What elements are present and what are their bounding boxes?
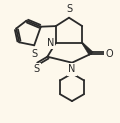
Text: N: N: [47, 38, 54, 48]
Polygon shape: [82, 43, 93, 55]
Text: S: S: [66, 3, 72, 14]
Text: N: N: [68, 64, 76, 75]
Text: S: S: [33, 64, 40, 75]
Text: O: O: [106, 49, 113, 59]
Text: S: S: [32, 49, 38, 59]
